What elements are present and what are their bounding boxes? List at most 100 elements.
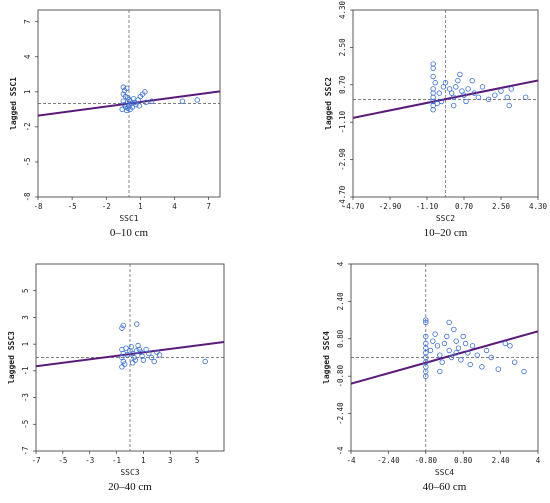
x-tick-label: -2.90	[379, 202, 402, 211]
regression-line	[36, 341, 224, 368]
data-point	[458, 357, 464, 363]
x-tick-label: -1	[112, 456, 121, 465]
data-point	[469, 77, 475, 84]
y-tick-label: 4	[23, 54, 32, 59]
data-point	[427, 347, 434, 354]
x-axis-title: SSC4	[435, 468, 454, 477]
y-tick-label: -4.70	[338, 185, 347, 208]
y-tick-label: 0.80	[336, 329, 345, 348]
data-point	[129, 360, 136, 366]
data-point	[156, 352, 163, 358]
data-point	[453, 350, 459, 356]
x-tick-label: -4	[346, 456, 356, 465]
data-point	[462, 340, 469, 347]
data-point	[474, 352, 480, 358]
y-tick-label: 3	[21, 315, 30, 320]
panel-caption: 20–40 cm	[108, 481, 152, 493]
x-tick-label: 0.70	[455, 202, 474, 211]
panel-caption: 10–20 cm	[424, 227, 468, 239]
y-tick-label: -3	[21, 393, 30, 402]
data-point	[451, 94, 457, 100]
x-tick-label: 4	[172, 202, 177, 211]
data-point	[446, 86, 453, 92]
data-point	[463, 98, 469, 105]
data-point	[202, 358, 208, 365]
panel-caption: 40–60 cm	[423, 481, 467, 493]
data-point	[502, 340, 508, 347]
y-tick-label: -8	[23, 192, 32, 202]
data-point	[430, 107, 436, 113]
y-tick-label: -1	[21, 366, 30, 375]
data-point	[475, 94, 482, 100]
x-tick-label: -2.40	[377, 456, 400, 465]
x-tick-label: -5	[58, 456, 67, 465]
data-point	[441, 340, 448, 347]
data-point	[455, 77, 461, 84]
data-point	[471, 90, 477, 96]
data-point	[446, 347, 452, 354]
data-point	[442, 80, 449, 86]
y-tick-label: 4	[336, 261, 345, 266]
data-point	[124, 85, 130, 92]
data-point	[151, 358, 157, 365]
data-point	[119, 364, 125, 370]
data-point	[465, 350, 471, 356]
y-tick-label: -5	[23, 157, 32, 166]
data-point	[451, 102, 457, 109]
data-point	[430, 98, 436, 105]
data-point	[124, 352, 131, 358]
x-axis-title: SSC3	[120, 468, 139, 477]
data-point	[430, 86, 436, 92]
y-tick-label: -1.10	[338, 110, 347, 133]
data-point	[430, 94, 436, 100]
y-tick-label: -7	[21, 446, 30, 455]
data-point	[130, 96, 137, 102]
x-tick-label: 0.80	[454, 456, 473, 465]
regression-line	[353, 79, 538, 119]
data-point	[423, 333, 429, 340]
data-point	[488, 354, 494, 361]
data-point	[492, 92, 498, 98]
y-tick-label: 2.50	[338, 38, 347, 57]
data-point	[120, 358, 126, 365]
data-point	[149, 98, 155, 104]
data-point	[430, 73, 436, 80]
data-point	[465, 86, 471, 92]
x-tick-label: -2	[102, 202, 111, 211]
data-point	[467, 361, 473, 368]
x-tick-label: 4.30	[529, 202, 548, 211]
y-tick-label: -5	[21, 420, 30, 429]
x-axis-title: SSC1	[119, 214, 138, 223]
data-point	[131, 354, 137, 361]
data-point	[143, 99, 149, 106]
x-axis-title: SSC2	[436, 214, 455, 223]
data-point	[444, 333, 450, 340]
data-point	[451, 326, 457, 333]
y-tick-label: -2.90	[338, 148, 347, 171]
y-tick-label: 0.70	[338, 75, 347, 94]
panel-caption: 0–10 cm	[110, 227, 149, 239]
data-point	[508, 86, 514, 92]
data-point	[479, 364, 485, 370]
data-point	[423, 319, 429, 326]
x-tick-label: 3	[168, 456, 173, 465]
x-tick-label: 2.40	[492, 456, 511, 465]
data-point	[507, 343, 513, 349]
data-point	[440, 84, 447, 90]
data-point	[430, 65, 436, 71]
plot-frame	[35, 263, 225, 452]
y-tick-label: 4.30	[338, 0, 347, 19]
data-point	[448, 354, 455, 361]
regression-line	[351, 330, 538, 385]
x-tick-label: 5	[195, 456, 200, 465]
y-tick-label: 1	[21, 342, 30, 347]
data-point	[120, 98, 127, 104]
scatter-panel-2: -4.70 -2.90 -1.10 0.70 2.50 4.30 4.30 2.50 0.70 -…	[324, 0, 548, 239]
data-point	[143, 346, 149, 353]
data-point	[504, 94, 510, 100]
data-point	[134, 321, 140, 327]
data-point	[455, 345, 462, 351]
data-point	[457, 71, 463, 78]
x-tick-label: -7	[31, 456, 40, 465]
data-point	[136, 103, 142, 109]
